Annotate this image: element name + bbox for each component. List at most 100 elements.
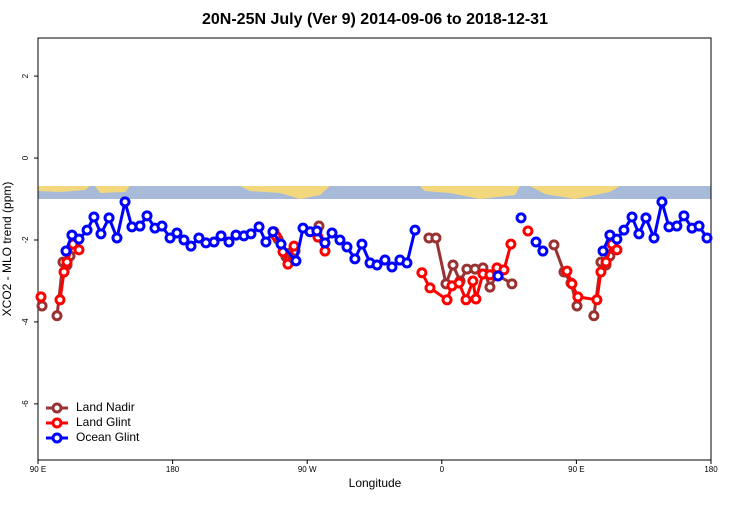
point [566,278,578,290]
x-axis-label: Longitude [349,476,402,490]
point [701,232,713,244]
series-line [55,231,612,316]
point [611,244,623,256]
point [141,210,153,222]
point [506,278,518,290]
point [223,236,235,248]
y-axis-label: XCO2 - MLO trend (ppm) [0,182,14,317]
point [290,255,302,267]
point [453,277,465,289]
legend-marker [51,432,63,444]
map-strip [38,186,711,199]
point [597,245,609,257]
point [73,244,85,256]
point [522,225,534,237]
point [537,245,549,257]
point [164,232,176,244]
y-tick-label: -4 [21,318,30,326]
point [441,294,453,306]
point [530,236,542,248]
point [498,264,510,276]
point [356,238,368,250]
legend-marker [51,402,63,414]
map-land [38,186,90,192]
point [88,211,100,223]
point [208,236,220,248]
point [54,294,66,306]
legend-label: Land Glint [76,415,131,429]
y-tick-label: 2 [21,73,30,78]
point [470,293,482,305]
point [267,226,279,238]
point [678,210,690,222]
point [73,233,85,245]
point [349,253,361,265]
point [36,300,48,312]
point [572,291,584,303]
point [671,220,683,232]
point [245,228,257,240]
point [693,220,705,232]
x-tick-label: 90 E [30,465,46,474]
point [386,261,398,273]
point [515,212,527,224]
point [311,225,323,237]
point [51,310,63,322]
x-tick-label: 180 [166,465,180,474]
point [103,212,115,224]
legend-label: Ocean Glint [76,430,140,444]
point [326,227,338,239]
point [548,239,560,251]
point [591,294,603,306]
point [171,227,183,239]
map-land [95,186,130,193]
point [253,221,265,233]
point [600,256,612,268]
legend-marker [51,417,63,429]
point [111,232,123,244]
point [95,228,107,240]
map-land [240,186,330,199]
x-tick-label: 0 [440,465,445,474]
point [618,224,630,236]
point [185,240,197,252]
chart-title: 20N-25N July (Ver 9) 2014-09-06 to 2018-… [202,11,548,28]
point [626,211,638,223]
point [319,237,331,249]
point [561,265,573,277]
point [275,238,287,250]
point [656,196,668,208]
point [119,196,131,208]
point [215,230,227,242]
x-tick-label: 90 W [298,465,317,474]
point [430,232,442,244]
point [58,266,70,278]
point [35,291,47,303]
point [134,220,146,232]
point [424,282,436,294]
point [640,212,652,224]
point [341,241,353,253]
map-land [530,186,620,199]
legend-label: Land Nadir [76,400,135,414]
point [648,232,660,244]
point [401,257,413,269]
point [505,238,517,250]
x-tick-label: 180 [704,465,718,474]
point [371,259,383,271]
point [416,267,428,279]
point [611,233,623,245]
point [595,266,607,278]
point [447,259,459,271]
point [492,270,504,282]
y-tick-label: 0 [21,155,30,160]
point [484,281,496,293]
map-land [420,186,520,199]
y-tick-label: -2 [21,236,30,244]
point [379,254,391,266]
point [571,300,583,312]
point [81,224,93,236]
point [61,256,73,268]
point [156,220,168,232]
